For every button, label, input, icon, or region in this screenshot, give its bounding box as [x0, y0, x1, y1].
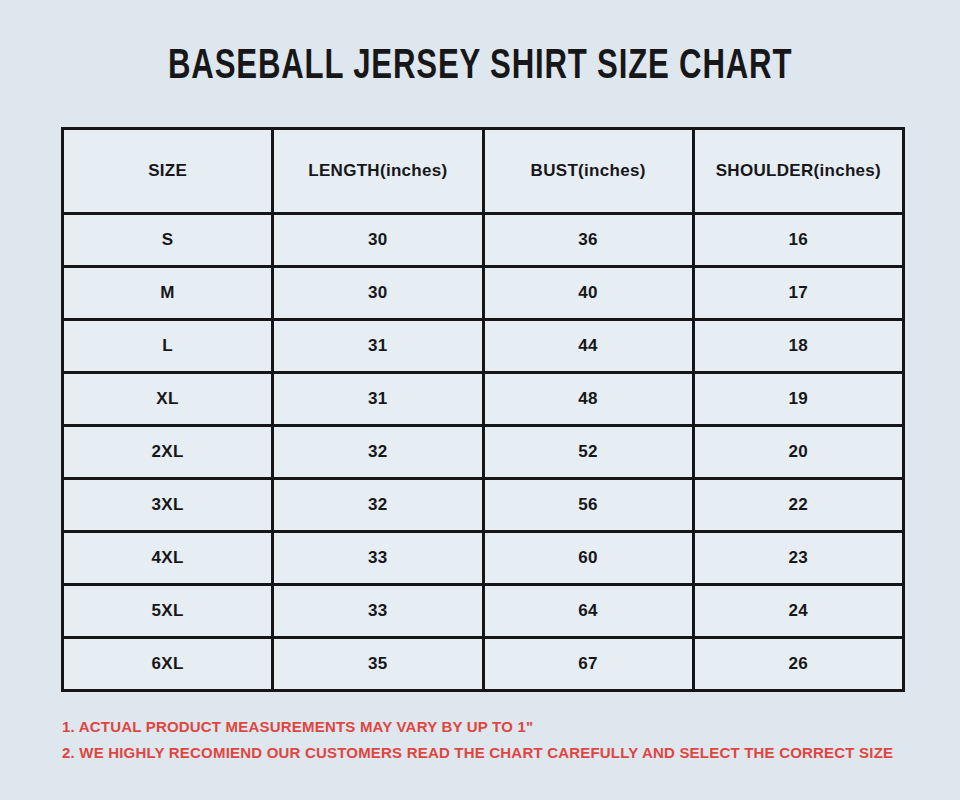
table-row-l: L 31 44 18 — [63, 320, 904, 373]
table-header-row: SIZE LENGTH(inches) BUST(inches) SHOULDE… — [63, 129, 904, 214]
cell-shoulder: 20 — [693, 426, 903, 479]
cell-shoulder: 24 — [693, 585, 903, 638]
cell-size: 5XL — [63, 585, 273, 638]
page-title: BASEBALL JERSEY SHIRT SIZE CHART — [0, 0, 960, 81]
cell-bust: 44 — [483, 320, 693, 373]
header-cell-length: LENGTH(inches) — [273, 129, 483, 214]
table-row-6xl: 6XL 35 67 26 — [63, 638, 904, 691]
cell-length: 32 — [273, 426, 483, 479]
cell-bust: 36 — [483, 214, 693, 267]
cell-length: 30 — [273, 267, 483, 320]
cell-bust: 67 — [483, 638, 693, 691]
cell-bust: 40 — [483, 267, 693, 320]
cell-bust: 60 — [483, 532, 693, 585]
cell-bust: 48 — [483, 373, 693, 426]
cell-shoulder: 23 — [693, 532, 903, 585]
cell-length: 32 — [273, 479, 483, 532]
cell-size: 6XL — [63, 638, 273, 691]
size-chart-table: SIZE LENGTH(inches) BUST(inches) SHOULDE… — [61, 127, 905, 692]
cell-length: 30 — [273, 214, 483, 267]
size-chart-page: BASEBALL JERSEY SHIRT SIZE CHART SIZE LE… — [0, 0, 960, 763]
cell-length: 31 — [273, 373, 483, 426]
header-cell-bust: BUST(inches) — [483, 129, 693, 214]
cell-size: XL — [63, 373, 273, 426]
notes: 1. ACTUAL PRODUCT MEASUREMENTS MAY VARY … — [62, 716, 960, 763]
header-cell-shoulder: SHOULDER(inches) — [693, 129, 903, 214]
cell-bust: 64 — [483, 585, 693, 638]
header-cell-size: SIZE — [63, 129, 273, 214]
cell-shoulder: 19 — [693, 373, 903, 426]
cell-size: 3XL — [63, 479, 273, 532]
cell-length: 33 — [273, 532, 483, 585]
cell-bust: 52 — [483, 426, 693, 479]
cell-shoulder: 17 — [693, 267, 903, 320]
cell-shoulder: 18 — [693, 320, 903, 373]
cell-size: S — [63, 214, 273, 267]
note-line-2: 2. WE HIGHLY RECOMIEND OUR CUSTOMERS REA… — [62, 742, 960, 763]
cell-length: 31 — [273, 320, 483, 373]
cell-length: 35 — [273, 638, 483, 691]
cell-size: 4XL — [63, 532, 273, 585]
table-row-4xl: 4XL 33 60 23 — [63, 532, 904, 585]
table-row-2xl: 2XL 32 52 20 — [63, 426, 904, 479]
table-row-xl: XL 31 48 19 — [63, 373, 904, 426]
cell-size: M — [63, 267, 273, 320]
cell-length: 33 — [273, 585, 483, 638]
cell-size: L — [63, 320, 273, 373]
cell-shoulder: 16 — [693, 214, 903, 267]
cell-size: 2XL — [63, 426, 273, 479]
cell-shoulder: 26 — [693, 638, 903, 691]
table-row-5xl: 5XL 33 64 24 — [63, 585, 904, 638]
table-row-m: M 30 40 17 — [63, 267, 904, 320]
cell-bust: 56 — [483, 479, 693, 532]
note-line-1: 1. ACTUAL PRODUCT MEASUREMENTS MAY VARY … — [62, 716, 960, 737]
cell-shoulder: 22 — [693, 479, 903, 532]
page-title-text: BASEBALL JERSEY SHIRT SIZE CHART — [168, 42, 792, 84]
table-row-3xl: 3XL 32 56 22 — [63, 479, 904, 532]
table-row-s: S 30 36 16 — [63, 214, 904, 267]
